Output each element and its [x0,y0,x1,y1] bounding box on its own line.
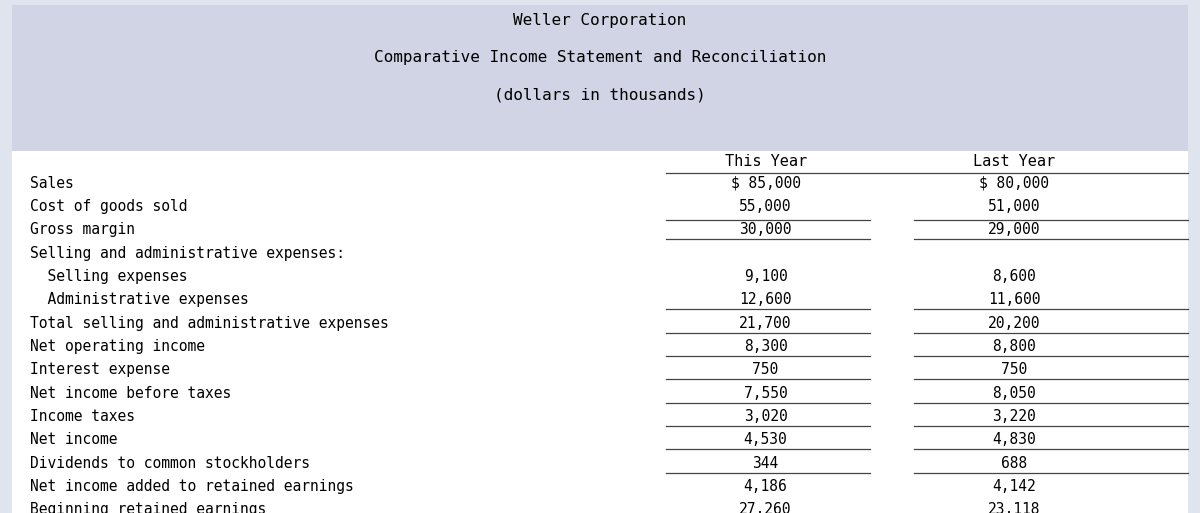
Text: 4,530: 4,530 [744,432,787,447]
Text: 11,600: 11,600 [988,292,1040,307]
Text: (dollars in thousands): (dollars in thousands) [494,88,706,103]
Text: 4,830: 4,830 [992,432,1036,447]
Text: Selling and administrative expenses:: Selling and administrative expenses: [30,246,346,261]
Text: 30,000: 30,000 [739,222,792,238]
Text: Selling expenses: Selling expenses [30,269,187,284]
Text: 8,300: 8,300 [744,339,787,354]
Text: Cost of goods sold: Cost of goods sold [30,199,187,214]
Text: 27,260: 27,260 [739,502,792,513]
Text: 4,142: 4,142 [992,479,1036,494]
Text: Dividends to common stockholders: Dividends to common stockholders [30,456,310,471]
Text: Gross margin: Gross margin [30,222,134,238]
Text: 29,000: 29,000 [988,222,1040,238]
Text: 8,600: 8,600 [992,269,1036,284]
Text: 8,800: 8,800 [992,339,1036,354]
Text: 3,220: 3,220 [992,409,1036,424]
Text: $ 80,000: $ 80,000 [979,175,1049,191]
Text: Interest expense: Interest expense [30,362,170,378]
Text: $ 85,000: $ 85,000 [731,175,800,191]
Text: 750: 750 [752,362,779,378]
Text: 8,050: 8,050 [992,386,1036,401]
Text: Sales: Sales [30,175,73,191]
Text: 21,700: 21,700 [739,315,792,331]
Text: 3,020: 3,020 [744,409,787,424]
Text: 51,000: 51,000 [988,199,1040,214]
Text: Net operating income: Net operating income [30,339,205,354]
Text: Net income added to retained earnings: Net income added to retained earnings [30,479,354,494]
Text: 55,000: 55,000 [739,199,792,214]
Text: Administrative expenses: Administrative expenses [30,292,248,307]
Text: 23,118: 23,118 [988,502,1040,513]
Text: 20,200: 20,200 [988,315,1040,331]
Text: 344: 344 [752,456,779,471]
FancyBboxPatch shape [12,5,1188,151]
Text: Last Year: Last Year [973,154,1055,169]
Text: 688: 688 [1001,456,1027,471]
Text: Income taxes: Income taxes [30,409,134,424]
Text: 9,100: 9,100 [744,269,787,284]
Text: 4,186: 4,186 [744,479,787,494]
Text: Total selling and administrative expenses: Total selling and administrative expense… [30,315,389,331]
Text: This Year: This Year [725,154,806,169]
Text: 750: 750 [1001,362,1027,378]
Text: Net income before taxes: Net income before taxes [30,386,232,401]
Text: 7,550: 7,550 [744,386,787,401]
Text: 12,600: 12,600 [739,292,792,307]
Text: Weller Corporation: Weller Corporation [514,13,686,28]
Text: Comparative Income Statement and Reconciliation: Comparative Income Statement and Reconci… [374,50,826,65]
Text: Net income: Net income [30,432,118,447]
Text: Beginning retained earnings: Beginning retained earnings [30,502,266,513]
FancyBboxPatch shape [12,151,1188,513]
